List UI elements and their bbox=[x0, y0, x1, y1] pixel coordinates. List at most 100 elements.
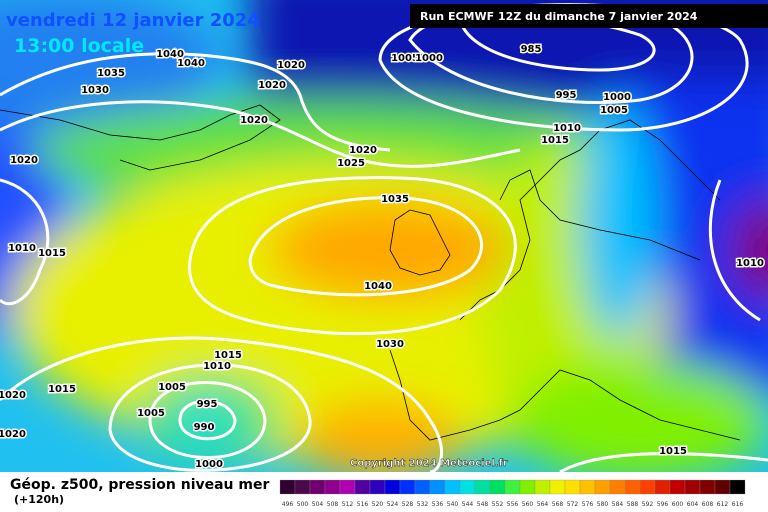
scale-label: 616 bbox=[732, 501, 744, 508]
scale-label: 596 bbox=[657, 501, 669, 508]
forecast-date: vendredi 12 janvier 2024 bbox=[6, 10, 260, 31]
isobar-label: 1005 bbox=[137, 408, 165, 419]
isobar-label: 1000 bbox=[603, 92, 631, 103]
scale-swatch bbox=[459, 479, 476, 495]
isobar-label: 985 bbox=[521, 44, 542, 55]
isobar-label: 1005 bbox=[600, 105, 628, 116]
scale-swatch bbox=[444, 479, 461, 495]
isobar-label: 1015 bbox=[659, 446, 687, 457]
scale-label: 576 bbox=[582, 501, 594, 508]
scale-swatch bbox=[654, 479, 671, 495]
scale-swatch bbox=[339, 479, 356, 495]
scale-label: 604 bbox=[687, 501, 699, 508]
isobar-label: 1005 bbox=[391, 53, 419, 64]
isobar-label: 1010 bbox=[8, 243, 36, 254]
scale-label: 536 bbox=[432, 501, 444, 508]
isobar-label: 1020 bbox=[10, 155, 38, 166]
scale-swatch bbox=[639, 479, 656, 495]
isobar-label: 1010 bbox=[203, 361, 231, 372]
scale-swatch bbox=[489, 479, 506, 495]
scale-label: 592 bbox=[642, 501, 654, 508]
isobar-label: 1020 bbox=[258, 80, 286, 91]
scale-swatch bbox=[504, 479, 521, 495]
scale-swatch bbox=[414, 479, 431, 495]
scale-swatch bbox=[564, 479, 581, 495]
scale-swatch bbox=[579, 479, 596, 495]
scale-label: 528 bbox=[402, 501, 414, 508]
scale-label: 584 bbox=[612, 501, 624, 508]
scale-swatch bbox=[369, 479, 386, 495]
scale-label: 612 bbox=[717, 501, 729, 508]
isobar-label: 1030 bbox=[376, 339, 404, 350]
isobar-label: 1020 bbox=[277, 60, 305, 71]
isobar-label: 1020 bbox=[0, 429, 26, 440]
scale-swatch bbox=[714, 479, 731, 495]
isobar-label: 1020 bbox=[0, 390, 26, 401]
scale-swatch bbox=[669, 479, 686, 495]
scale-swatch bbox=[624, 479, 641, 495]
scale-label: 608 bbox=[702, 501, 714, 508]
isobar-label: 1040 bbox=[156, 49, 184, 60]
isobar-label: 995 bbox=[556, 90, 577, 101]
isobar-label: 1020 bbox=[349, 145, 377, 156]
scale-swatch bbox=[699, 479, 716, 495]
isobar-label: 1015 bbox=[48, 384, 76, 395]
scale-swatch bbox=[549, 479, 566, 495]
scale-swatch bbox=[294, 479, 311, 495]
isobar-label: 995 bbox=[197, 399, 218, 410]
scale-label: 568 bbox=[552, 501, 564, 508]
scale-swatch bbox=[354, 479, 371, 495]
color-scale: 496 500 504 508 512 516 520 524 528 532 536 540 544 5… bbox=[279, 479, 746, 508]
isobar-label: 1000 bbox=[415, 53, 443, 64]
isobar-label: 1015 bbox=[38, 248, 66, 259]
scale-label: 600 bbox=[672, 501, 684, 508]
scale-label: 552 bbox=[492, 501, 504, 508]
scale-label: 544 bbox=[462, 501, 474, 508]
scale-label: 504 bbox=[312, 501, 324, 508]
scale-label: 572 bbox=[567, 501, 579, 508]
scale-swatch bbox=[429, 479, 446, 495]
scale-swatch bbox=[279, 479, 296, 495]
legend-title: Géop. z500, pression niveau mer bbox=[10, 477, 269, 493]
isobar-label: 1025 bbox=[337, 158, 365, 169]
scale-label: 520 bbox=[372, 501, 384, 508]
scale-swatch bbox=[594, 479, 611, 495]
scale-swatch bbox=[519, 479, 536, 495]
scale-label: 556 bbox=[507, 501, 519, 508]
run-info: Run ECMWF 12Z du dimanche 7 janvier 2024 bbox=[420, 10, 698, 23]
scale-swatch bbox=[324, 479, 341, 495]
isobar-label: 1015 bbox=[541, 135, 569, 146]
scale-swatch bbox=[399, 479, 416, 495]
scale-label: 560 bbox=[522, 501, 534, 508]
isobar-label: 1040 bbox=[364, 281, 392, 292]
scale-label: 508 bbox=[327, 501, 339, 508]
scale-swatch bbox=[474, 479, 491, 495]
isobar-label: 1040 bbox=[177, 58, 205, 69]
scale-label: 496 bbox=[282, 501, 294, 508]
scale-label: 512 bbox=[342, 501, 354, 508]
scale-label: 516 bbox=[357, 501, 369, 508]
lead-time: (+120h) bbox=[14, 493, 64, 506]
scale-label: 588 bbox=[627, 501, 639, 508]
isobar-label: 1005 bbox=[158, 382, 186, 393]
scale-swatch bbox=[729, 479, 746, 495]
isobar-label: 1010 bbox=[736, 258, 764, 269]
isobar-label: 1000 bbox=[195, 459, 223, 470]
scale-label: 500 bbox=[297, 501, 309, 508]
scale-label: 564 bbox=[537, 501, 549, 508]
scale-swatch bbox=[309, 479, 326, 495]
isobars bbox=[0, 3, 768, 472]
scale-label: 548 bbox=[477, 501, 489, 508]
forecast-time: 13:00 locale bbox=[14, 35, 144, 57]
isobar-label: 1020 bbox=[240, 115, 268, 126]
isobar-label: 1035 bbox=[381, 194, 409, 205]
isobar-label: 1010 bbox=[553, 123, 581, 134]
scale-swatch bbox=[534, 479, 551, 495]
isobar-label: 1030 bbox=[81, 85, 109, 96]
isobar-label: 1015 bbox=[214, 350, 242, 361]
scale-label: 580 bbox=[597, 501, 609, 508]
run-box bbox=[410, 4, 768, 28]
scale-label: 532 bbox=[417, 501, 429, 508]
isobar-label: 1035 bbox=[97, 68, 125, 79]
